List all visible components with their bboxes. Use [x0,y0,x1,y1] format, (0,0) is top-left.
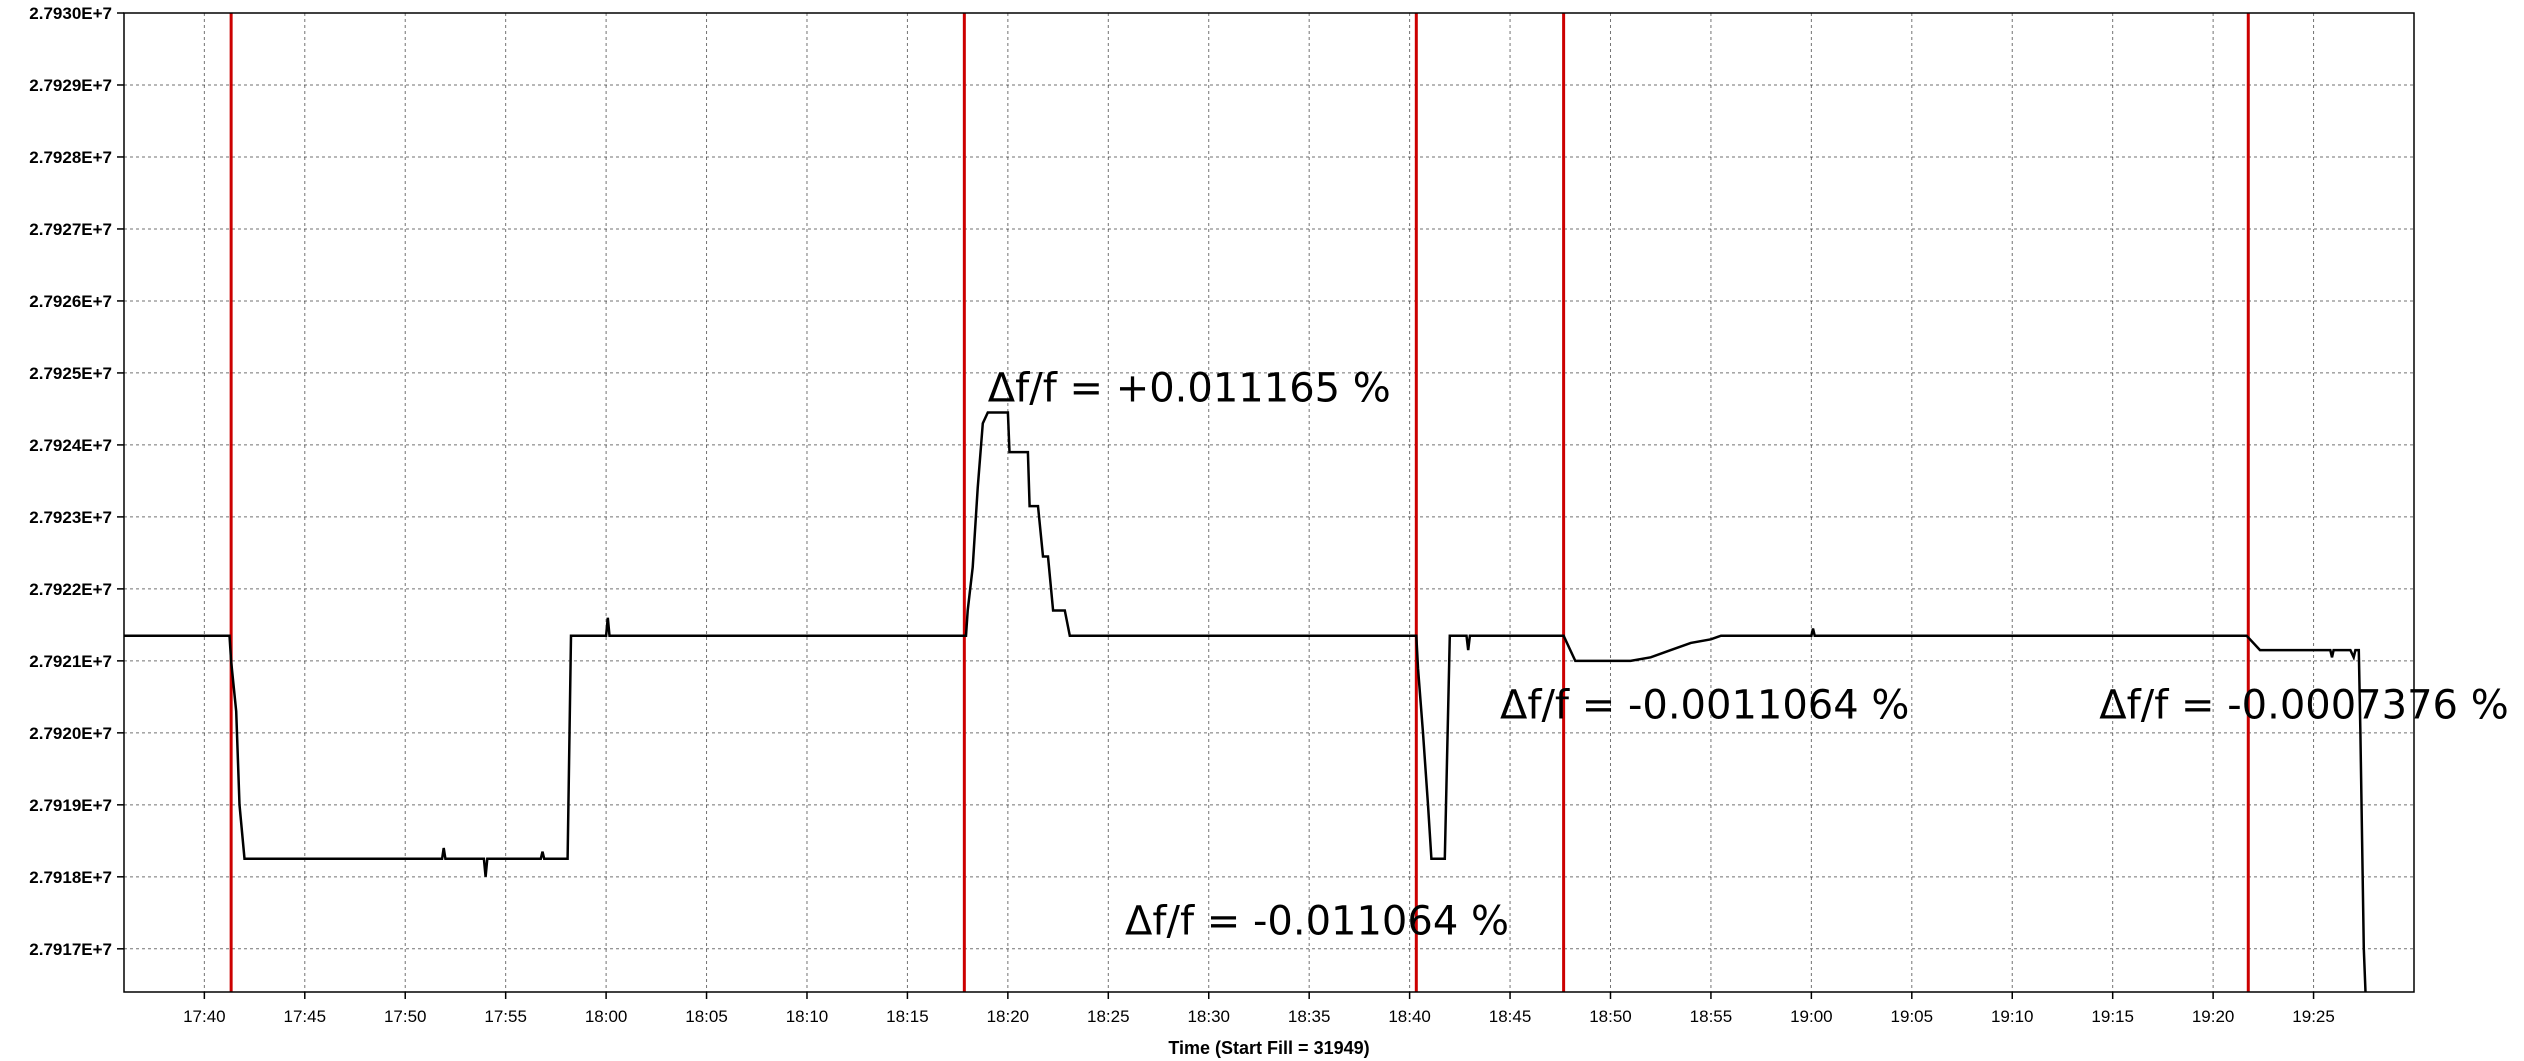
y-tick-label: 2.7917E+7 [29,940,112,959]
series [124,411,2367,993]
x-axis-ticks: 17:40 17:45 17:50 17:55 18:00 18:05 18:10 18:15… [183,992,2335,1026]
y-tick-label: 2.7922E+7 [29,580,112,599]
event-markers [229,13,2250,992]
delta-f-annotation: Δf/f = -0.0011064 % [1500,682,1909,728]
x-tick-label: 18:15 [886,1007,929,1026]
y-tick-label: 2.7918E+7 [29,868,112,887]
y-tick-label: 2.7930E+7 [29,4,112,23]
x-tick-label: 17:50 [384,1007,427,1026]
x-tick-label: 19:10 [1991,1007,2034,1026]
x-tick-label: 18:35 [1288,1007,1331,1026]
x-tick-label: 18:55 [1690,1007,1733,1026]
x-tick-label: 18:45 [1489,1007,1532,1026]
y-tick-label: 2.7924E+7 [29,436,112,455]
x-tick-label: 19:15 [2091,1007,2134,1026]
x-tick-label: 18:10 [786,1007,829,1026]
y-tick-label: 2.7919E+7 [29,796,112,815]
x-tick-label: 18:50 [1589,1007,1632,1026]
x-tick-label: 18:05 [685,1007,728,1026]
grid [124,12,2414,992]
x-tick-label: 18:25 [1087,1007,1130,1026]
x-tick-label: 19:05 [1891,1007,1934,1026]
x-tick-label: 18:20 [987,1007,1030,1026]
delta-f-annotation: Δf/f = -0.011064 % [1125,898,1509,944]
y-tick-label: 2.7928E+7 [29,148,112,167]
x-tick-label: 18:30 [1187,1007,1230,1026]
y-tick-label: 2.7926E+7 [29,292,112,311]
annotations: Δf/f = +0.011165 % Δf/f = -0.011064 % Δf/f… [988,366,2509,945]
x-tick-label: 17:55 [484,1007,527,1026]
delta-f-annotation: Δf/f = +0.011165 % [988,366,1391,412]
delta-f-annotation: Δf/f = -0.0007376 % [2099,682,2508,728]
x-tick-label: 18:40 [1388,1007,1431,1026]
y-tick-label: 2.7927E+7 [29,220,112,239]
plot-frame [123,12,2415,993]
series-line [124,411,2367,993]
x-tick-label: 19:20 [2192,1007,2235,1026]
y-tick-label: 2.7921E+7 [29,652,112,671]
x-tick-label: 18:00 [585,1007,628,1026]
x-tick-label: 17:40 [183,1007,226,1026]
x-tick-label: 19:00 [1790,1007,1833,1026]
x-axis-label: Time (Start Fill = 31949) [1168,1038,1369,1058]
y-axis-ticks: 2.7917E+7 2.7918E+7 2.7919E+7 2.7920E+7 2.79… [29,4,124,959]
x-tick-label: 19:25 [2292,1007,2335,1026]
y-tick-label: 2.7925E+7 [29,364,112,383]
x-tick-label: 17:45 [284,1007,327,1026]
y-tick-label: 2.7929E+7 [29,76,112,95]
y-tick-label: 2.7920E+7 [29,724,112,743]
y-tick-label: 2.7923E+7 [29,508,112,527]
